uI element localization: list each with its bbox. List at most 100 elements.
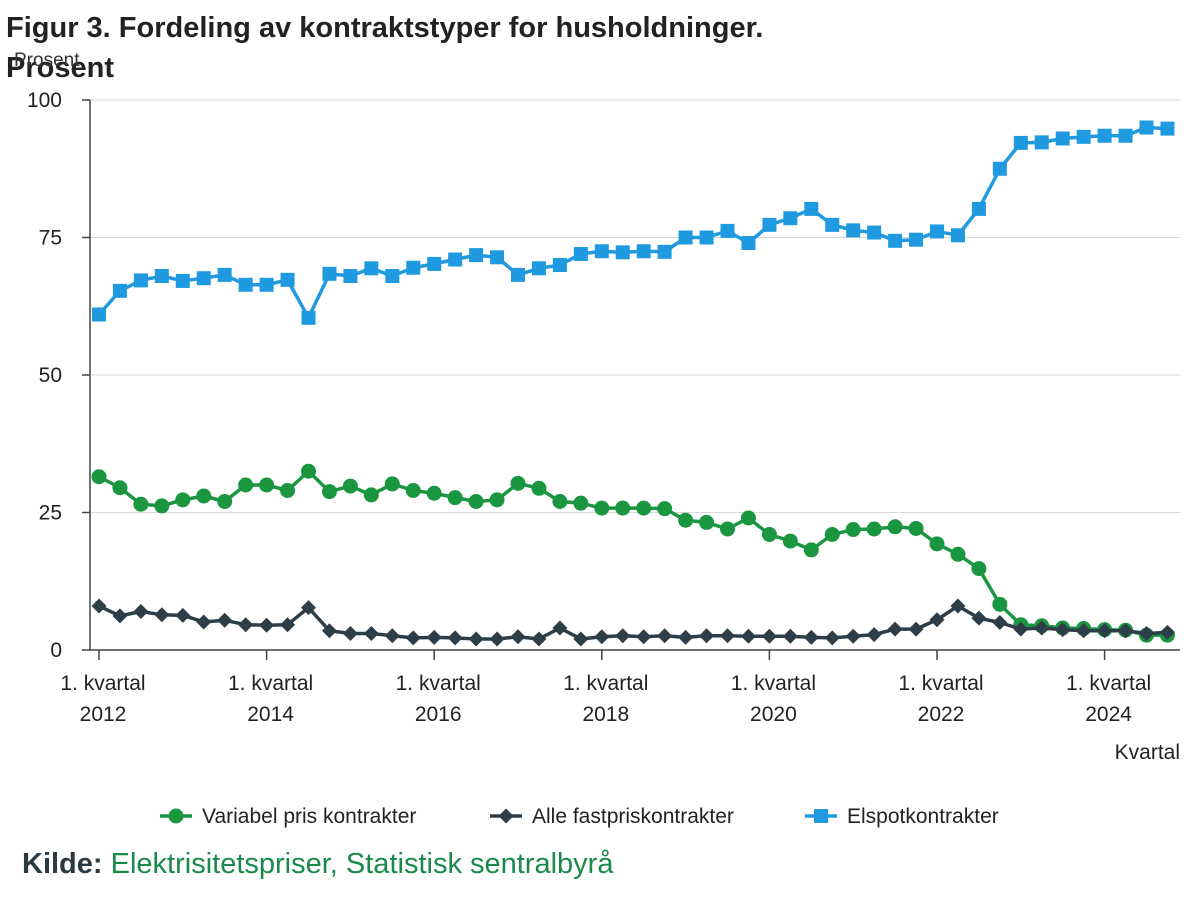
data-point[interactable] <box>342 478 358 494</box>
data-point[interactable] <box>175 607 191 623</box>
data-point[interactable] <box>1055 131 1070 146</box>
data-point[interactable] <box>511 267 525 282</box>
data-point[interactable] <box>971 561 987 577</box>
data-point[interactable] <box>866 521 882 537</box>
data-point[interactable] <box>447 630 463 646</box>
data-point[interactable] <box>573 495 589 511</box>
data-point[interactable] <box>259 617 275 633</box>
data-point[interactable] <box>1097 128 1112 143</box>
data-point[interactable] <box>929 536 945 552</box>
data-point[interactable] <box>238 477 254 493</box>
data-point[interactable] <box>930 224 944 239</box>
data-point[interactable] <box>636 244 651 259</box>
data-point[interactable] <box>971 201 986 216</box>
data-point[interactable] <box>217 267 232 282</box>
data-point[interactable] <box>740 510 756 526</box>
data-point[interactable] <box>657 628 673 644</box>
data-point[interactable] <box>636 500 652 516</box>
data-point[interactable] <box>363 626 379 641</box>
data-point[interactable] <box>385 269 400 283</box>
data-point[interactable] <box>363 487 379 503</box>
data-point[interactable] <box>322 266 337 281</box>
data-point[interactable] <box>678 629 694 645</box>
data-point[interactable] <box>846 223 861 238</box>
data-point[interactable] <box>238 617 254 633</box>
data-point[interactable] <box>91 598 107 614</box>
data-point[interactable] <box>552 494 568 509</box>
data-point[interactable] <box>1159 624 1175 640</box>
data-point[interactable] <box>1034 620 1050 636</box>
data-point[interactable] <box>1055 622 1071 638</box>
data-point[interactable] <box>782 533 798 549</box>
source-link[interactable]: Elektrisitetspriser, Statistisk sentralb… <box>110 848 614 880</box>
data-point[interactable] <box>1076 623 1092 639</box>
data-point[interactable] <box>426 485 442 501</box>
data-point[interactable] <box>489 492 505 508</box>
data-point[interactable] <box>468 631 484 647</box>
data-point[interactable] <box>573 247 588 261</box>
data-point[interactable] <box>845 522 861 538</box>
data-point[interactable] <box>175 492 191 508</box>
data-point[interactable] <box>992 615 1008 630</box>
data-point[interactable] <box>196 488 212 504</box>
data-point[interactable] <box>552 620 568 636</box>
data-point[interactable] <box>1160 121 1175 136</box>
data-point[interactable] <box>699 230 714 245</box>
legend-item-label[interactable]: Alle fastpriskontrakter <box>532 805 734 828</box>
data-point[interactable] <box>343 269 358 283</box>
data-point[interactable] <box>342 626 358 641</box>
data-point[interactable] <box>761 527 777 542</box>
data-point[interactable] <box>720 628 735 644</box>
data-point[interactable] <box>825 217 840 232</box>
data-point[interactable] <box>762 217 777 232</box>
data-point[interactable] <box>615 628 631 644</box>
data-point[interactable] <box>678 512 694 528</box>
data-point[interactable] <box>1139 120 1154 135</box>
data-point[interactable] <box>552 258 567 272</box>
data-point[interactable] <box>531 480 547 496</box>
data-point[interactable] <box>699 514 715 530</box>
data-point[interactable] <box>699 628 715 644</box>
data-point[interactable] <box>782 628 798 644</box>
data-point[interactable] <box>950 228 965 243</box>
data-point[interactable] <box>112 608 128 624</box>
data-point[interactable] <box>594 244 609 259</box>
data-point[interactable] <box>720 521 735 537</box>
data-point[interactable] <box>887 519 903 535</box>
data-point[interactable] <box>469 248 484 263</box>
legend-item-label[interactable]: Elspotkontrakter <box>847 805 999 828</box>
data-point[interactable] <box>112 283 127 298</box>
data-point[interactable] <box>804 201 819 216</box>
data-point[interactable] <box>154 498 170 514</box>
data-point[interactable] <box>489 631 505 647</box>
data-point[interactable] <box>280 617 296 633</box>
data-point[interactable] <box>384 476 400 492</box>
data-point[interactable] <box>950 598 966 614</box>
data-point[interactable] <box>887 621 903 637</box>
data-point[interactable] <box>321 623 337 639</box>
data-point[interactable] <box>447 490 463 506</box>
data-point[interactable] <box>657 501 673 517</box>
data-point[interactable] <box>1118 128 1133 143</box>
data-point[interactable] <box>364 261 379 276</box>
data-point[interactable] <box>406 260 421 275</box>
data-point[interactable] <box>133 496 149 512</box>
data-point[interactable] <box>867 225 882 240</box>
data-point[interactable] <box>992 596 1008 612</box>
data-point[interactable] <box>888 233 903 248</box>
data-point[interactable] <box>1013 621 1029 637</box>
data-point[interactable] <box>720 223 735 238</box>
data-point[interactable] <box>615 500 631 516</box>
data-point[interactable] <box>908 621 924 637</box>
data-point[interactable] <box>594 500 610 516</box>
legend-swatch-marker[interactable] <box>814 809 828 823</box>
data-point[interactable] <box>803 542 819 558</box>
chart-legend[interactable]: Variabel pris kontrakter Alle fastpriskon… <box>0 800 1200 832</box>
data-point[interactable] <box>761 628 777 644</box>
data-point[interactable] <box>427 256 442 271</box>
data-point[interactable] <box>175 273 190 288</box>
data-point[interactable] <box>490 250 505 265</box>
data-point[interactable] <box>133 604 149 619</box>
data-point[interactable] <box>91 469 107 485</box>
data-point[interactable] <box>531 261 546 276</box>
